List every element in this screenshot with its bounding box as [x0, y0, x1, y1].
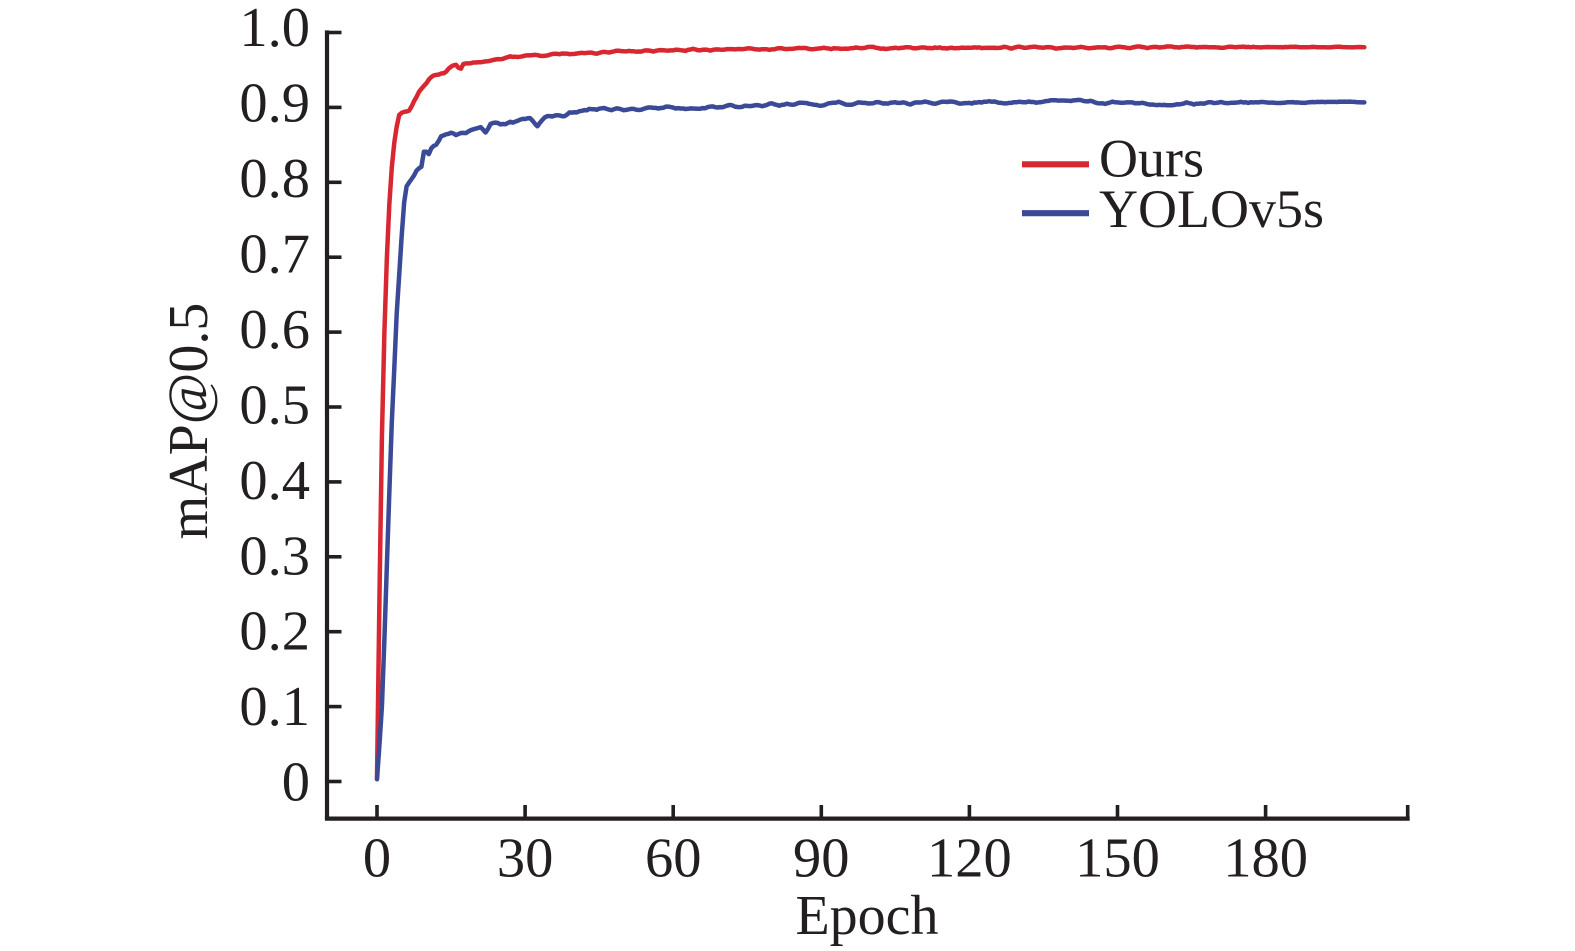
svg-text:Ours: Ours: [1099, 129, 1204, 189]
svg-text:0: 0: [282, 752, 310, 814]
svg-text:0.2: 0.2: [239, 601, 310, 663]
svg-text:mAP@0.5: mAP@0.5: [158, 303, 220, 540]
svg-text:0.3: 0.3: [239, 525, 310, 587]
svg-text:0.9: 0.9: [239, 72, 310, 134]
svg-text:0.4: 0.4: [239, 450, 310, 512]
svg-text:0.6: 0.6: [239, 299, 310, 361]
svg-text:150: 150: [1075, 828, 1160, 890]
svg-text:30: 30: [497, 828, 554, 890]
svg-text:0.7: 0.7: [239, 223, 310, 285]
svg-text:120: 120: [927, 828, 1012, 890]
svg-text:0: 0: [363, 828, 391, 890]
svg-text:180: 180: [1223, 828, 1308, 890]
svg-text:0.8: 0.8: [239, 148, 310, 210]
svg-text:Epoch: Epoch: [795, 885, 938, 947]
svg-text:1.0: 1.0: [239, 0, 310, 59]
svg-text:0.1: 0.1: [239, 676, 310, 738]
svg-text:60: 60: [645, 828, 702, 890]
svg-text:YOLOv5s: YOLOv5s: [1099, 179, 1324, 239]
svg-text:90: 90: [793, 828, 850, 890]
svg-text:0.5: 0.5: [239, 374, 310, 436]
